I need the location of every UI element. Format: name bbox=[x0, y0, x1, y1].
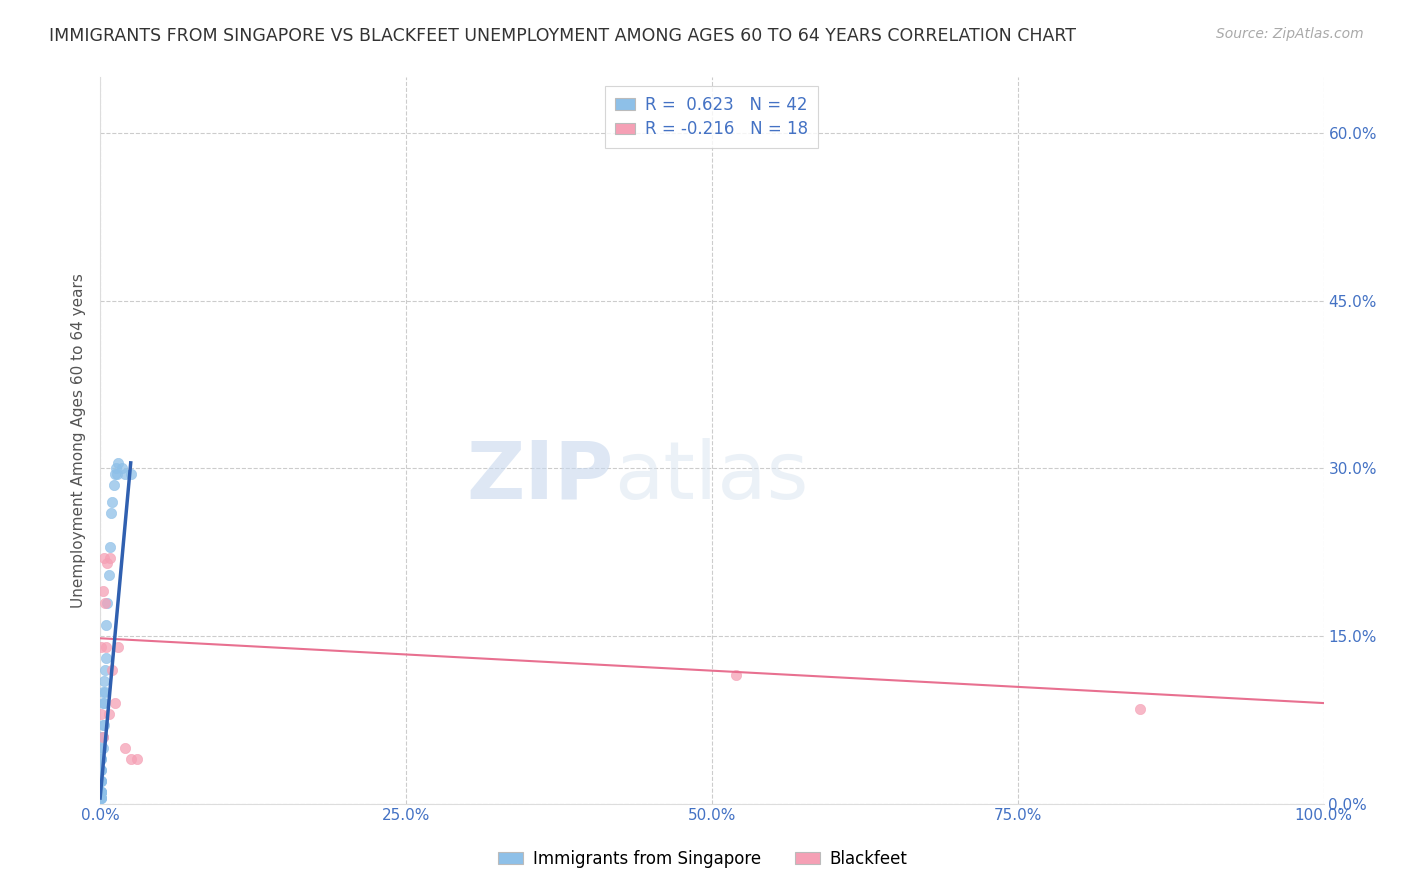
Point bbox=[125, 752, 148, 766]
Point bbox=[101, 495, 124, 509]
Point bbox=[91, 718, 114, 732]
Point bbox=[98, 540, 121, 554]
Point bbox=[100, 506, 122, 520]
Point bbox=[91, 584, 114, 599]
Legend: Immigrants from Singapore, Blackfeet: Immigrants from Singapore, Blackfeet bbox=[492, 844, 914, 875]
Point bbox=[104, 696, 127, 710]
Point bbox=[114, 467, 136, 481]
Point bbox=[105, 461, 128, 475]
Point bbox=[91, 685, 114, 699]
Point bbox=[725, 668, 748, 682]
Point bbox=[104, 467, 127, 481]
Point bbox=[90, 785, 112, 799]
Point bbox=[90, 774, 112, 789]
Point bbox=[90, 707, 112, 722]
Point bbox=[1129, 701, 1152, 715]
Point bbox=[90, 752, 112, 766]
Point bbox=[107, 640, 129, 655]
Point bbox=[96, 557, 118, 571]
Point bbox=[93, 550, 115, 565]
Point bbox=[90, 740, 112, 755]
Point bbox=[90, 791, 112, 805]
Point bbox=[97, 567, 120, 582]
Y-axis label: Unemployment Among Ages 60 to 64 years: Unemployment Among Ages 60 to 64 years bbox=[72, 273, 86, 608]
Point bbox=[90, 785, 112, 799]
Point bbox=[90, 763, 112, 777]
Text: Source: ZipAtlas.com: Source: ZipAtlas.com bbox=[1216, 27, 1364, 41]
Point bbox=[94, 685, 117, 699]
Point bbox=[93, 696, 115, 710]
Point bbox=[90, 791, 112, 805]
Point bbox=[90, 785, 112, 799]
Text: IMMIGRANTS FROM SINGAPORE VS BLACKFEET UNEMPLOYMENT AMONG AGES 60 TO 64 YEARS CO: IMMIGRANTS FROM SINGAPORE VS BLACKFEET U… bbox=[49, 27, 1076, 45]
Text: atlas: atlas bbox=[614, 438, 808, 516]
Point bbox=[90, 730, 112, 744]
Point bbox=[111, 461, 134, 475]
Point bbox=[91, 696, 114, 710]
Point bbox=[90, 785, 112, 799]
Point bbox=[91, 730, 114, 744]
Point bbox=[94, 663, 117, 677]
Point bbox=[90, 640, 112, 655]
Point bbox=[96, 651, 118, 665]
Point bbox=[93, 718, 115, 732]
Point bbox=[96, 618, 118, 632]
Point bbox=[101, 663, 124, 677]
Point bbox=[90, 791, 112, 805]
Point bbox=[107, 456, 129, 470]
Point bbox=[91, 740, 114, 755]
Point bbox=[90, 785, 112, 799]
Point bbox=[105, 467, 128, 481]
Point bbox=[103, 478, 125, 492]
Point bbox=[90, 774, 112, 789]
Text: ZIP: ZIP bbox=[467, 438, 614, 516]
Point bbox=[97, 707, 120, 722]
Point bbox=[90, 752, 112, 766]
Point bbox=[93, 673, 115, 688]
Point bbox=[120, 752, 142, 766]
Point bbox=[96, 640, 118, 655]
Legend: R =  0.623   N = 42, R = -0.216   N = 18: R = 0.623 N = 42, R = -0.216 N = 18 bbox=[606, 86, 818, 148]
Point bbox=[94, 595, 117, 609]
Point bbox=[90, 763, 112, 777]
Point bbox=[96, 595, 118, 609]
Point bbox=[114, 740, 136, 755]
Point bbox=[98, 550, 121, 565]
Point bbox=[120, 467, 142, 481]
Point bbox=[91, 730, 114, 744]
Point bbox=[90, 774, 112, 789]
